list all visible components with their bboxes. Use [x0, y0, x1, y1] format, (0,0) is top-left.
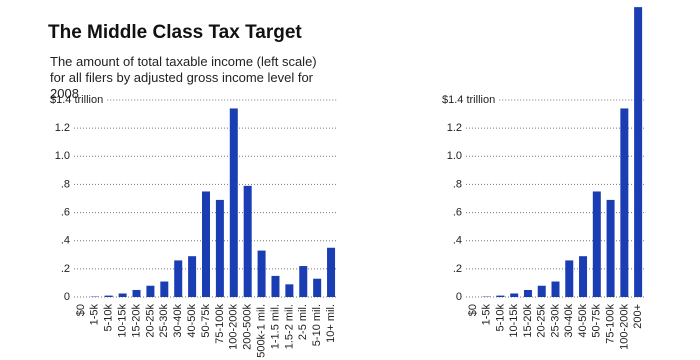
bar — [606, 199, 615, 297]
x-tick-label: 50-75k — [591, 304, 603, 338]
bar — [620, 108, 629, 297]
bar — [271, 275, 280, 297]
bar — [215, 199, 224, 297]
y-tick-label: .4 — [61, 235, 70, 247]
bar — [551, 281, 560, 297]
y-tick-label: 1.0 — [447, 150, 462, 162]
x-tick-label: 1-5k — [481, 304, 493, 326]
x-tick-label: 5-10k — [494, 304, 506, 332]
x-tick-label: 200-500k — [242, 304, 254, 350]
y-tick-label: .8 — [61, 178, 70, 190]
bar — [299, 266, 308, 297]
y-tick-label: .2 — [61, 263, 70, 275]
x-tick-label: 30-40k — [172, 304, 184, 338]
bar — [174, 260, 183, 297]
bar — [579, 256, 588, 297]
bar — [104, 295, 113, 297]
x-tick-label: 500k-1 mil. — [255, 304, 267, 358]
x-tick-label: 1.5-2 mil. — [283, 304, 295, 349]
x-tick-label: 40-50k — [577, 304, 589, 338]
x-tick-label: 10-15k — [117, 304, 129, 338]
y-tick-label: .6 — [453, 206, 462, 218]
bar — [537, 285, 546, 297]
bar — [496, 295, 505, 297]
bar — [118, 293, 127, 297]
bar — [257, 250, 266, 297]
x-tick-label: 20-25k — [144, 304, 156, 338]
y-tick-label: .4 — [453, 235, 462, 247]
bar — [243, 185, 252, 297]
x-tick-label: 1-1.5 mil. — [269, 304, 281, 349]
bar — [313, 278, 322, 297]
y-tick-label: .6 — [61, 206, 70, 218]
x-tick-label: 5-10 mil. — [311, 304, 323, 346]
y-tick-label: 0 — [64, 291, 70, 303]
bar — [188, 256, 197, 297]
y-tick-label: $1.4 trillion — [442, 94, 495, 106]
x-tick-label: $0 — [75, 304, 87, 316]
y-tick-label: .2 — [453, 263, 462, 275]
bar — [132, 289, 141, 297]
bar — [202, 191, 210, 297]
x-tick-label: 25-30k — [549, 304, 561, 338]
x-tick-label: 30-40k — [563, 304, 575, 338]
bar — [510, 293, 519, 297]
x-tick-label: 5-10k — [103, 304, 115, 332]
chart-subtitle: The amount of total taxable income (left… — [50, 54, 317, 101]
y-tick-label: 1.2 — [447, 122, 462, 134]
x-tick-label: 1-5k — [89, 304, 101, 326]
bar — [327, 247, 336, 297]
x-tick-label: $0 — [467, 304, 479, 316]
y-tick-label: 1.2 — [55, 122, 70, 134]
bar — [146, 285, 155, 297]
x-tick-label: 100-200k — [228, 304, 240, 350]
bar — [229, 108, 238, 297]
bar — [592, 191, 601, 297]
x-tick-label: 10-15k — [508, 304, 520, 338]
x-tick-label: 50-75k — [200, 304, 212, 338]
x-tick-label: 20-25k — [536, 304, 548, 338]
y-tick-label: $1.4 trillion — [50, 94, 103, 106]
x-tick-label: 75-100k — [214, 304, 226, 344]
bar — [565, 260, 574, 297]
chart-title: The Middle Class Tax Target — [48, 22, 302, 43]
x-tick-label: 10+ mil. — [325, 304, 337, 343]
y-tick-label: 1.0 — [55, 150, 70, 162]
x-tick-label: 40-50k — [186, 304, 198, 338]
y-tick-label: 0 — [456, 291, 462, 303]
x-tick-label: 75-100k — [604, 304, 616, 344]
bar — [285, 284, 294, 297]
x-tick-label: 100-200k — [618, 304, 630, 350]
x-tick-label: 15-20k — [130, 304, 142, 338]
bar — [160, 281, 169, 297]
y-tick-label: .8 — [453, 178, 462, 190]
bar — [634, 7, 643, 298]
x-tick-label: 200+ — [632, 304, 644, 329]
x-tick-label: 25-30k — [158, 304, 170, 338]
x-tick-label: 15-20k — [522, 304, 534, 338]
bar — [523, 289, 532, 297]
x-tick-label: 2-5 mil. — [297, 304, 309, 340]
